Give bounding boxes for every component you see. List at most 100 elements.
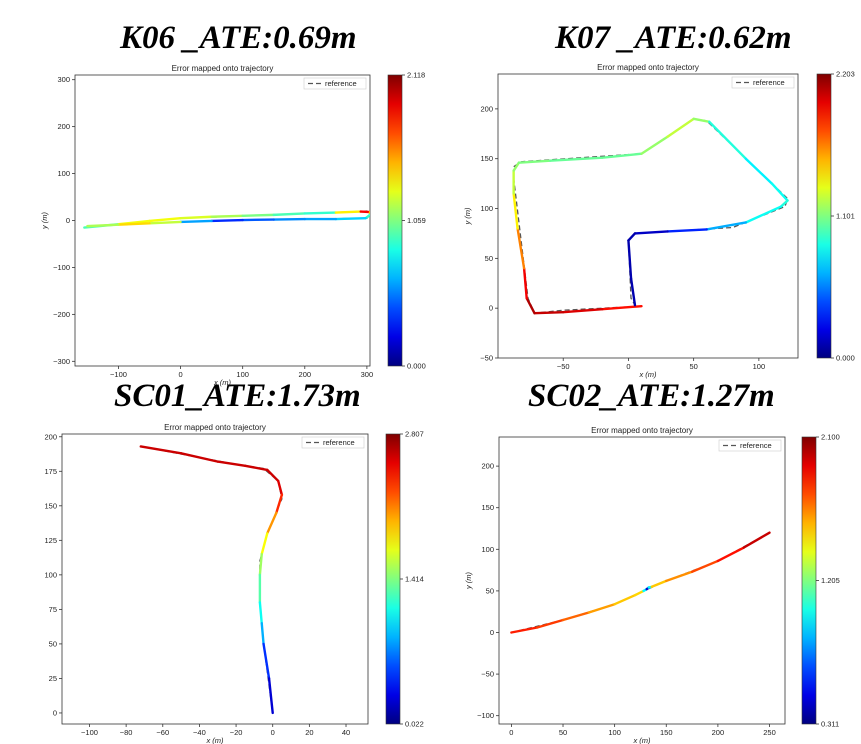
colorbar-tick-label: 2.118	[407, 71, 425, 80]
y-tick-label: −100	[53, 263, 70, 272]
x-tick-label: 150	[660, 728, 673, 737]
trajectory-segment	[613, 593, 637, 606]
trajectory-segment	[267, 677, 274, 715]
y-tick-label: 125	[44, 536, 57, 545]
colorbar-tick-label: 2.203	[836, 70, 855, 79]
trajectory-segment	[512, 161, 521, 172]
trajectory-segment	[260, 621, 265, 646]
x-tick-label: −50	[557, 362, 570, 371]
panel-title-k06: K06 _ATE:0.69m	[120, 20, 357, 56]
legend-box	[731, 76, 795, 89]
colorbar-tick-label: 1.059	[407, 216, 426, 225]
colorbar	[801, 436, 817, 725]
trajectory-segment	[148, 216, 182, 223]
y-tick-label: 200	[57, 122, 70, 131]
trajectory-segment	[266, 511, 278, 535]
trajectory-segment	[512, 192, 519, 230]
x-tick-label: 300	[361, 370, 374, 379]
x-tick-label: 0	[271, 728, 275, 737]
trajectory-segment	[179, 219, 213, 224]
trajectory-segment	[634, 589, 645, 597]
y-tick-label: 300	[57, 75, 70, 84]
trajectory-segment	[705, 221, 748, 231]
colorbar-tick-label: 0.022	[405, 720, 424, 729]
y-tick-label: 50	[486, 586, 494, 595]
x-axis-label: x (m)	[213, 378, 232, 387]
x-tick-label: 0	[178, 370, 182, 379]
y-axis-label: y (m)	[40, 211, 49, 230]
plot-title: Error mapped onto trajectory	[591, 426, 693, 435]
x-tick-label: 100	[608, 728, 621, 737]
trajectory-segment	[266, 468, 280, 483]
y-tick-label: 200	[480, 104, 493, 113]
colorbar-tick-label: 1.101	[836, 212, 855, 221]
trajectory-segment	[334, 210, 362, 214]
trajectory-segment	[179, 215, 213, 220]
y-tick-label: 25	[49, 674, 57, 683]
trajectory-segment	[708, 120, 748, 160]
x-axis-label: x (m)	[638, 370, 657, 379]
trajectory-segment	[241, 213, 275, 218]
trajectory-segment	[742, 531, 771, 549]
legend-label: reference	[740, 441, 772, 450]
trajectory-segment	[633, 230, 669, 235]
y-tick-label: 200	[481, 462, 494, 471]
x-tick-label: 200	[299, 370, 312, 379]
y-tick-label: −50	[481, 670, 494, 679]
trajectory-segment	[716, 546, 745, 563]
trajectory-segment	[334, 216, 367, 221]
x-tick-label: 50	[559, 728, 567, 737]
y-tick-label: −100	[477, 711, 494, 720]
trajectory-segment	[510, 626, 539, 634]
trajectory-segment	[148, 220, 182, 225]
trajectory-segment	[744, 157, 774, 185]
trajectory-segment	[601, 304, 643, 311]
y-tick-label: 200	[44, 432, 57, 441]
trajectory-segment	[629, 277, 637, 307]
y-tick-label: 150	[480, 154, 493, 163]
trajectory-segment	[666, 117, 695, 138]
y-tick-label: 175	[44, 467, 57, 476]
trajectory-segment	[744, 205, 783, 224]
trajectory-segment	[522, 267, 528, 300]
trajectory-segment	[258, 552, 263, 577]
x-tick-label: −100	[110, 370, 127, 379]
trajectory-segment	[548, 156, 604, 162]
x-tick-label: 100	[753, 362, 766, 371]
trajectory-segment	[117, 222, 151, 226]
trajectory-segment	[139, 445, 183, 455]
trajectory-segment	[244, 464, 269, 472]
y-tick-label: 0	[66, 216, 70, 225]
x-tick-label: 0	[626, 362, 630, 371]
trajectory-segment	[770, 182, 789, 202]
x-tick-label: −60	[156, 728, 169, 737]
trajectory-segment	[516, 227, 526, 270]
x-tick-label: 250	[763, 728, 776, 737]
plot-title: Error mapped onto trajectory	[172, 64, 274, 73]
trajectory-segment	[561, 611, 591, 622]
y-tick-label: 75	[49, 605, 57, 614]
colorbar-tick-label: 2.807	[405, 430, 424, 439]
x-tick-label: 40	[342, 728, 350, 737]
trajectory-segment	[525, 297, 536, 315]
trajectory-segment	[665, 570, 694, 583]
y-tick-label: −300	[53, 357, 70, 366]
plot-frame	[497, 73, 799, 359]
y-tick-label: 0	[53, 708, 57, 717]
trajectory-segment	[601, 152, 643, 159]
y-tick-label: 100	[480, 204, 493, 213]
trajectory-segment	[210, 214, 244, 218]
trajectory-segment	[666, 228, 708, 233]
y-tick-label: 100	[44, 570, 57, 579]
y-tick-label: 100	[481, 545, 494, 554]
y-axis-label: y (m)	[464, 571, 473, 590]
trajectory-segment	[536, 618, 565, 629]
plot-title: Error mapped onto trajectory	[164, 423, 266, 432]
y-tick-label: −50	[480, 354, 493, 363]
trajectory-segment	[216, 460, 247, 467]
x-axis-label: x (m)	[205, 736, 224, 744]
x-tick-label: 50	[689, 362, 697, 371]
trajectory-segment	[690, 559, 720, 573]
trajectory-segment	[277, 479, 284, 496]
